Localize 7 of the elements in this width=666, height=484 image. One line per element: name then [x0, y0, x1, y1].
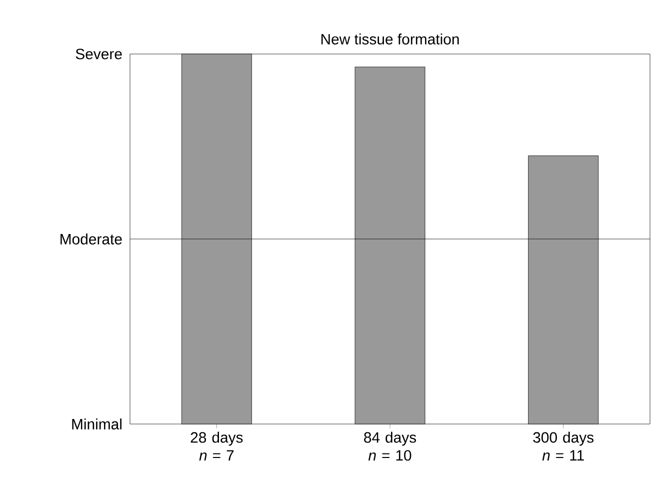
x-tick-label: 300 days n = 11	[533, 432, 594, 461]
ref-line-label: Moderate	[60, 234, 122, 244]
x-tick-label: 28 days n = 7	[190, 432, 243, 461]
text: Severe	[76, 48, 122, 60]
x-tick-label: 84 days n = 10	[364, 432, 416, 461]
text: Minimal	[72, 418, 122, 430]
chart-title: New tissue formation	[321, 34, 459, 44]
